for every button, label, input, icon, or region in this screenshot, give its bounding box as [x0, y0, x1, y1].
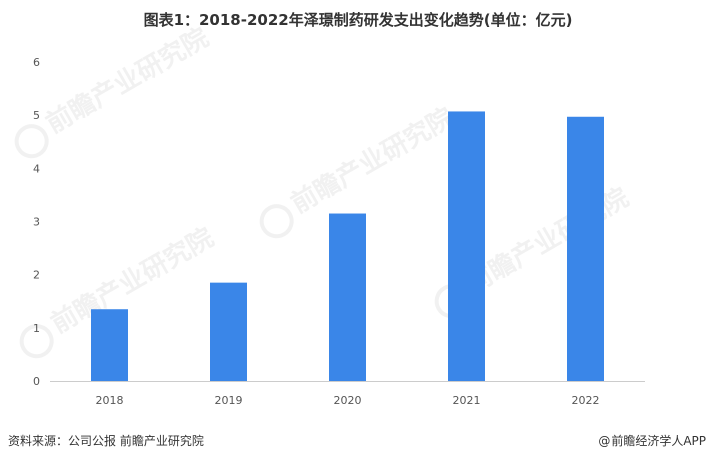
bar-2022 — [567, 116, 604, 382]
y-tick-label: 1 — [33, 322, 40, 335]
y-tick-label: 2 — [33, 269, 40, 282]
y-tick-label: 6 — [33, 56, 40, 69]
chart-title: 图表1：2018-2022年泽璟制药研发支出变化趋势(单位：亿元) — [143, 11, 573, 29]
y-tick-label: 5 — [33, 109, 40, 122]
bar-2020 — [329, 213, 366, 381]
brand-credit: @前瞻经济学人APP — [598, 432, 706, 449]
source-note: 资料来源：公司公报 前瞻产业研究院 — [8, 434, 204, 448]
bar-2018 — [91, 309, 128, 381]
y-tick-label: 3 — [33, 216, 40, 229]
y-tick-label: 4 — [33, 162, 40, 175]
x-tick-label: 2018 — [96, 394, 124, 407]
x-tick-label: 2022 — [572, 394, 600, 407]
brand-label: 前瞻经济学人APP — [611, 434, 706, 448]
x-tick-label: 2019 — [215, 394, 243, 407]
at-icon: @ — [598, 434, 611, 448]
bar-2019 — [210, 282, 247, 381]
y-tick-label: 0 — [33, 375, 40, 388]
x-tick-label: 2020 — [334, 394, 362, 407]
bar-2021 — [448, 111, 485, 381]
x-tick-label: 2021 — [453, 394, 481, 407]
